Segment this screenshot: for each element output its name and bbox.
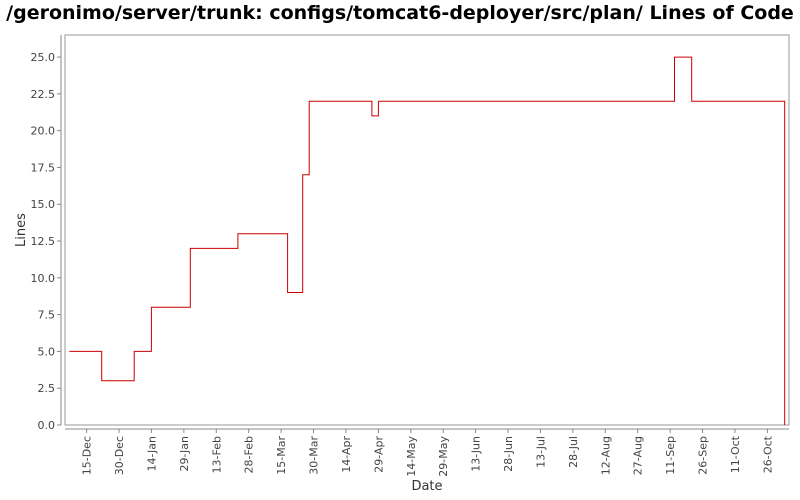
x-tick-label: 29-Apr [372,436,385,473]
x-tick-label: 11-Sep [664,436,677,475]
x-tick-label: 14-May [405,436,418,477]
x-tick-label: 30-Dec [113,436,126,475]
x-tick-label: 29-Jan [178,436,191,472]
y-tick-label: 2.5 [38,382,56,395]
x-tick-label: 28-Jun [502,436,515,472]
x-tick-label: 29-May [437,436,450,477]
y-tick-label: 17.5 [31,161,56,174]
x-tick-label: 15-Dec [81,436,94,475]
x-tick-label: 28-Feb [243,436,256,473]
x-tick-label: 11-Oct [729,435,742,473]
x-tick-label: 15-Mar [275,436,288,475]
y-axis-ticks: 0.0 2.5 5.0 7.5 10.0 12.5 15.0 17.5 20.0 22.5 25.0 [31,51,61,432]
x-tick-label: 26-Sep [697,436,710,475]
x-tick-label: 28-Jul [567,436,580,468]
y-tick-label: 22.5 [31,88,56,101]
plot-area [64,34,790,426]
y-tick-label: 10.0 [31,272,56,285]
y-tick-label: 7.5 [38,309,56,322]
series-group [69,56,786,425]
x-tick-label: 26-Oct [761,435,774,473]
y-axis-label: Lines [14,213,29,247]
series-line [69,56,786,425]
y-tick-label: 25.0 [31,51,56,64]
y-tick-label: 15.0 [31,198,56,211]
x-tick-label: 13-Feb [210,436,223,473]
x-tick-label: 27-Aug [632,436,645,475]
y-tick-label: 20.0 [31,125,56,138]
x-axis-ticks: 15-Dec 30-Dec 14-Jan 29-Jan 13-Feb 28-Feb 15-M… [81,429,774,477]
chart-title: /geronimo/server/trunk: configs/tomcat6-… [6,2,794,24]
x-tick-label: 14-Apr [340,436,353,473]
y-tick-label: 5.0 [38,345,56,358]
y-tick-label: 0.0 [38,419,56,432]
x-tick-label: 30-Mar [308,436,321,475]
y-tick-label: 12.5 [31,235,56,248]
x-axis-label: Date [411,479,442,494]
x-tick-label: 12-Aug [599,436,612,475]
x-tick-label: 13-Jul [534,436,547,468]
x-tick-label: 14-Jan [145,436,158,472]
x-tick-label: 13-Jun [470,436,483,472]
